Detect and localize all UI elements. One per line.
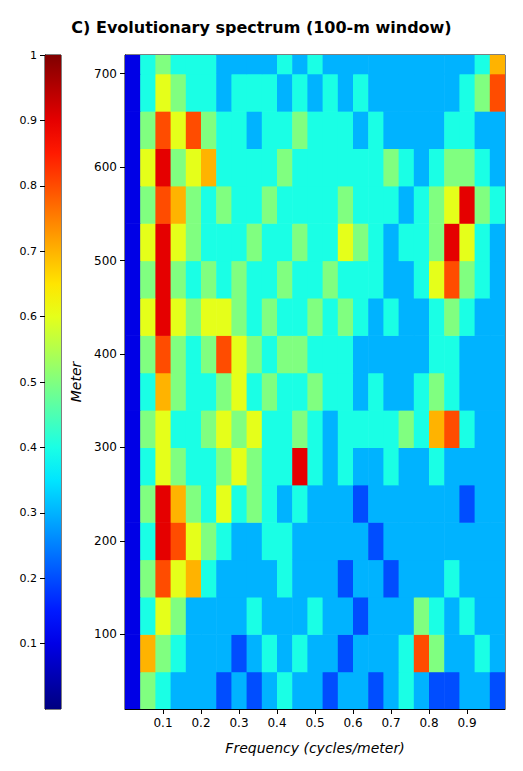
svg-text:0.7: 0.7 [20, 245, 38, 258]
svg-text:400: 400 [94, 347, 117, 361]
svg-text:600: 600 [94, 160, 117, 174]
svg-text:Meter: Meter [68, 360, 84, 402]
svg-text:0.9: 0.9 [457, 716, 476, 730]
svg-text:C) Evolutionary spectrum (100-: C) Evolutionary spectrum (100-m window) [71, 18, 451, 37]
svg-text:700: 700 [94, 67, 117, 81]
svg-text:0.9: 0.9 [20, 114, 38, 127]
svg-text:0.4: 0.4 [267, 716, 286, 730]
svg-text:0.2: 0.2 [20, 572, 38, 585]
svg-text:0.8: 0.8 [419, 716, 438, 730]
svg-text:0.4: 0.4 [20, 441, 38, 454]
svg-text:0.6: 0.6 [343, 716, 362, 730]
svg-text:500: 500 [94, 254, 117, 268]
svg-text:100: 100 [94, 627, 117, 641]
svg-text:0.8: 0.8 [20, 179, 38, 192]
svg-text:0.3: 0.3 [20, 506, 38, 519]
svg-text:0.5: 0.5 [305, 716, 324, 730]
svg-text:0.5: 0.5 [20, 376, 38, 389]
svg-text:200: 200 [94, 534, 117, 548]
svg-text:0.1: 0.1 [153, 716, 172, 730]
svg-text:300: 300 [94, 440, 117, 454]
svg-text:0.1: 0.1 [20, 637, 38, 650]
svg-text:0.2: 0.2 [191, 716, 210, 730]
svg-text:Frequency (cycles/meter): Frequency (cycles/meter) [225, 740, 404, 756]
svg-text:0.3: 0.3 [229, 716, 248, 730]
svg-text:1: 1 [30, 49, 37, 62]
svg-text:0.7: 0.7 [381, 716, 400, 730]
svg-text:0.6: 0.6 [20, 310, 38, 323]
